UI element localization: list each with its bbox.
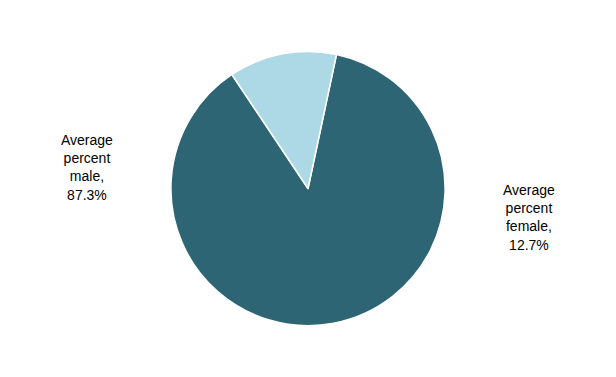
svg-text:Averagepercentfemale,12.7%: Averagepercentfemale,12.7% bbox=[503, 182, 555, 253]
svg-text:Averagepercentmale,87.3%: Averagepercentmale,87.3% bbox=[61, 132, 113, 203]
